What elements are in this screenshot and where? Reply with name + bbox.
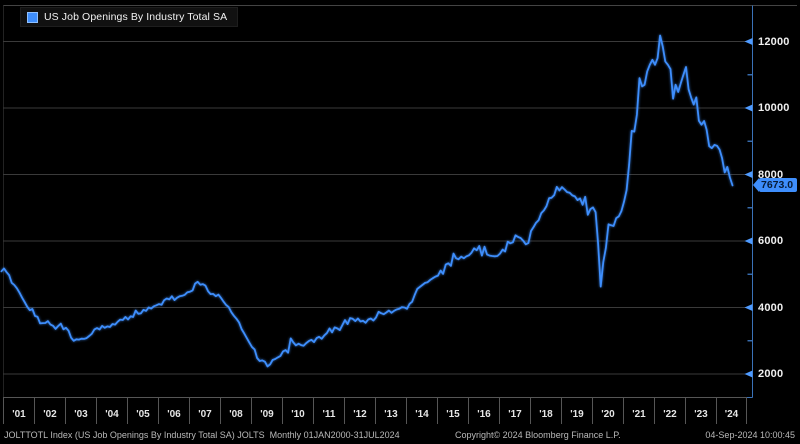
- x-axis-year-05: '05: [127, 397, 158, 424]
- legend-label: US Job Openings By Industry Total SA: [44, 11, 228, 23]
- x-axis-year-row: '01'02'03'04'05'06'07'08'09'10'11'12'13 '…: [3, 397, 747, 424]
- x-axis-year-03: '03: [65, 397, 96, 424]
- x-axis-year-13: '13: [375, 397, 406, 424]
- x-axis-year-18: '18: [530, 397, 561, 424]
- timestamp: 04-Sep-2024 10:00:45: [705, 430, 795, 440]
- x-axis-year-17: '17: [499, 397, 530, 424]
- last-value-label: 7673.0: [759, 178, 798, 192]
- y-axis-label-6000: 6000: [758, 235, 784, 247]
- copyright-text: Copyright© 2024 Bloomberg Finance L.P.: [455, 430, 621, 440]
- last-value-badge: 7673.0: [753, 178, 798, 192]
- x-axis-year-06: '06: [158, 397, 189, 424]
- x-axis-year-07: '07: [189, 397, 220, 424]
- chart-legend[interactable]: US Job Openings By Industry Total SA: [20, 7, 239, 27]
- x-axis-year-22: '22: [654, 397, 685, 424]
- x-axis-year-12: '12: [344, 397, 375, 424]
- x-axis-year-24: '24: [716, 397, 747, 424]
- x-axis-year-14: '14: [406, 397, 437, 424]
- y-axis-label-8000: 8000: [758, 168, 784, 181]
- y-major-tick-arrow-2000: [744, 370, 753, 378]
- y-major-tick-arrow-10000: [744, 104, 753, 112]
- x-axis-year-02: '02: [34, 397, 65, 424]
- badge-arrow-icon: [753, 178, 759, 192]
- x-axis-year-01: '01: [3, 397, 34, 424]
- y-major-tick-arrow-8000: [744, 171, 753, 178]
- x-axis-year-08: '08: [220, 397, 251, 424]
- y-axis-label-12000: 12000: [758, 35, 790, 48]
- x-axis-year-19: '19: [561, 397, 592, 424]
- y-major-tick-arrow-6000: [744, 237, 753, 245]
- x-axis-year-16: '16: [468, 397, 499, 424]
- x-axis-year-23: '23: [685, 397, 716, 424]
- data-line-series: [0, 34, 734, 368]
- x-axis-year-11: '11: [313, 397, 344, 424]
- x-axis-year-04: '04: [96, 397, 127, 424]
- chart-plot-area[interactable]: [0, 0, 800, 427]
- x-axis-year-15: '15: [437, 397, 468, 424]
- y-major-tick-arrow-4000: [744, 304, 753, 311]
- y-axis-label-2000: 2000: [758, 368, 784, 380]
- y-axis-label-10000: 10000: [758, 102, 790, 114]
- y-axis-label-4000: 4000: [758, 301, 784, 314]
- x-axis-year-10: '10: [282, 397, 313, 424]
- x-axis-year-20: '20: [592, 397, 623, 424]
- status-bar: JOLTTOTL Index (US Job Openings By Indus…: [0, 429, 800, 444]
- x-axis-year-21: '21: [623, 397, 654, 424]
- x-axis-year-09: '09: [251, 397, 282, 424]
- legend-swatch-icon: [27, 11, 38, 23]
- ticker-description: JOLTTOTL Index (US Job Openings By Indus…: [4, 430, 400, 440]
- y-major-tick-arrow-12000: [744, 38, 753, 45]
